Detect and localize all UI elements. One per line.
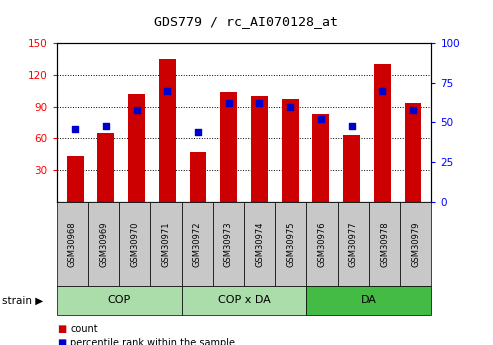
Text: DA: DA bbox=[361, 296, 377, 305]
Text: ■: ■ bbox=[57, 338, 66, 345]
Text: GSM30979: GSM30979 bbox=[411, 221, 420, 267]
Bar bbox=[220, 92, 237, 202]
Text: GSM30975: GSM30975 bbox=[286, 221, 295, 267]
Text: GSM30977: GSM30977 bbox=[349, 221, 358, 267]
Bar bbox=[374, 64, 390, 202]
Bar bbox=[159, 59, 176, 202]
Bar bbox=[189, 152, 207, 202]
Text: ■: ■ bbox=[57, 324, 66, 334]
Bar bbox=[282, 99, 299, 202]
Bar bbox=[67, 156, 84, 202]
Point bbox=[317, 117, 325, 122]
Point bbox=[378, 88, 386, 93]
Text: count: count bbox=[70, 324, 98, 334]
Text: COP x DA: COP x DA bbox=[218, 296, 270, 305]
Text: GDS779 / rc_AI070128_at: GDS779 / rc_AI070128_at bbox=[154, 16, 339, 29]
Text: GSM30974: GSM30974 bbox=[255, 221, 264, 267]
Point bbox=[163, 88, 171, 93]
Point bbox=[102, 123, 110, 128]
Bar bbox=[98, 133, 114, 202]
Point bbox=[225, 101, 233, 106]
Text: GSM30973: GSM30973 bbox=[224, 221, 233, 267]
Bar bbox=[128, 94, 145, 202]
Point bbox=[194, 129, 202, 135]
Point bbox=[286, 104, 294, 109]
Text: GSM30976: GSM30976 bbox=[317, 221, 326, 267]
Text: GSM30970: GSM30970 bbox=[130, 221, 139, 267]
Point bbox=[348, 123, 355, 128]
Text: GSM30972: GSM30972 bbox=[193, 221, 202, 267]
Text: strain ▶: strain ▶ bbox=[2, 296, 44, 305]
Point bbox=[409, 107, 417, 112]
Text: GSM30968: GSM30968 bbox=[68, 221, 77, 267]
Text: GSM30971: GSM30971 bbox=[162, 221, 171, 267]
Point bbox=[71, 126, 79, 131]
Bar bbox=[313, 114, 329, 202]
Point bbox=[255, 101, 263, 106]
Text: percentile rank within the sample: percentile rank within the sample bbox=[70, 338, 236, 345]
Point bbox=[133, 107, 141, 112]
Bar bbox=[404, 104, 422, 202]
Text: COP: COP bbox=[107, 296, 131, 305]
Text: GSM30969: GSM30969 bbox=[99, 221, 108, 267]
Bar bbox=[251, 96, 268, 202]
Bar bbox=[343, 135, 360, 202]
Text: GSM30978: GSM30978 bbox=[380, 221, 389, 267]
